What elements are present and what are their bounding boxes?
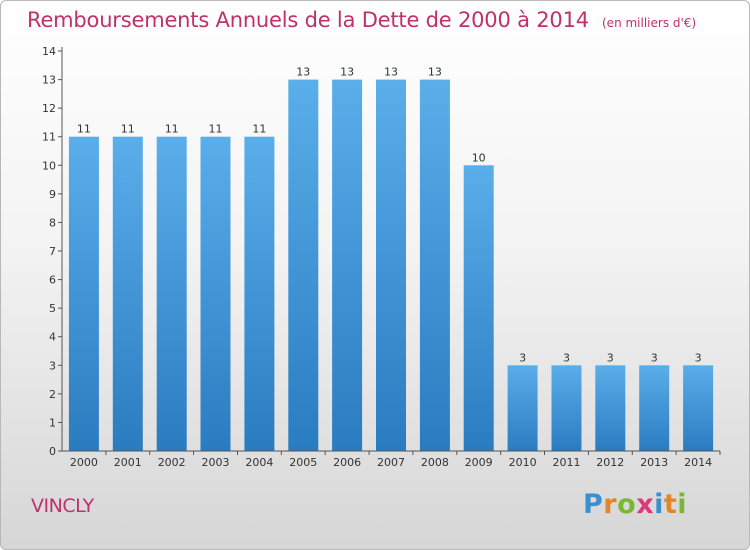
- x-tick-label-2000: 2000: [70, 456, 98, 469]
- proxiti-logo: Proxiti: [583, 489, 688, 520]
- y-tick-label-4: 4: [49, 331, 56, 344]
- y-tick-label-2: 2: [49, 388, 56, 401]
- y-tick-label-10: 10: [42, 159, 56, 172]
- x-tick-label-2005: 2005: [289, 456, 317, 469]
- x-tick-label-2013: 2013: [640, 456, 668, 469]
- data-label-2002: 11: [165, 123, 179, 136]
- data-label-2008: 13: [428, 66, 442, 79]
- data-label-2013: 3: [651, 351, 658, 364]
- bar-2012: [595, 365, 626, 451]
- bar-2007: [376, 79, 406, 451]
- x-tick-label-2008: 2008: [421, 456, 449, 469]
- y-tick-label-8: 8: [49, 216, 56, 229]
- y-tick-label-1: 1: [49, 416, 56, 429]
- bar-2003: [200, 136, 231, 451]
- data-label-2010: 3: [519, 351, 526, 364]
- bar-2014: [683, 365, 714, 451]
- data-label-2005: 13: [296, 66, 310, 79]
- commune-name: VINCLY: [31, 495, 94, 517]
- data-label-2000: 11: [77, 123, 91, 136]
- bar-2006: [332, 79, 363, 451]
- y-tick-label-6: 6: [49, 274, 56, 287]
- x-tick-label-2002: 2002: [158, 456, 186, 469]
- data-label-2004: 11: [252, 123, 266, 136]
- x-axis: 2000 2001 2002 2003 2004 2005 2006 2007 2008 2009…: [62, 450, 721, 469]
- chart-unit: (en milliers d'€): [602, 16, 697, 30]
- data-label-2011: 3: [563, 351, 570, 364]
- y-tick-label-12: 12: [42, 102, 56, 115]
- y-tick-label-7: 7: [49, 245, 56, 258]
- data-label-2014: 3: [695, 351, 702, 364]
- data-labels-group: 11 11 11 11 11 13 13 13 13 10 3 3 3 3 3: [77, 66, 702, 365]
- x-tick-label-2006: 2006: [333, 456, 361, 469]
- bar-2004: [244, 136, 275, 451]
- x-tick-label-2011: 2011: [553, 456, 581, 469]
- x-tick-label-2003: 2003: [202, 456, 230, 469]
- data-label-2001: 11: [121, 123, 135, 136]
- bar-2001: [112, 136, 143, 451]
- bar-2010: [507, 365, 538, 451]
- y-tick-label-9: 9: [49, 188, 56, 201]
- bars-group: [68, 79, 714, 452]
- title-row: Remboursements Annuels de la Dette de 20…: [27, 8, 696, 32]
- x-tick-label-2001: 2001: [114, 456, 142, 469]
- bar-2009: [463, 165, 494, 452]
- y-tick-label-13: 13: [42, 74, 56, 87]
- x-tick-label-2004: 2004: [245, 456, 273, 469]
- bar-2008: [419, 79, 450, 451]
- x-tick-label-2010: 2010: [509, 456, 537, 469]
- bar-2002: [156, 136, 187, 451]
- y-tick-label-5: 5: [49, 302, 56, 315]
- x-tick-label-2007: 2007: [377, 456, 405, 469]
- y-tick-label-0: 0: [49, 445, 56, 458]
- data-label-2003: 11: [209, 123, 223, 136]
- bar-2011: [551, 365, 582, 451]
- data-label-2009: 10: [472, 151, 486, 164]
- y-tick-label-11: 11: [42, 131, 56, 144]
- x-tick-label-2009: 2009: [465, 456, 493, 469]
- bar-2013: [639, 365, 670, 451]
- data-label-2012: 3: [607, 351, 614, 364]
- bar-2000: [68, 136, 99, 451]
- x-tick-label-2012: 2012: [596, 456, 624, 469]
- y-tick-label-14: 14: [42, 45, 56, 58]
- data-label-2007: 13: [384, 66, 398, 79]
- data-label-2006: 13: [340, 66, 354, 79]
- x-tick-label-2014: 2014: [684, 456, 712, 469]
- bar-2005: [288, 79, 319, 451]
- y-tick-label-3: 3: [49, 359, 56, 372]
- chart-title: Remboursements Annuels de la Dette de 20…: [27, 8, 589, 32]
